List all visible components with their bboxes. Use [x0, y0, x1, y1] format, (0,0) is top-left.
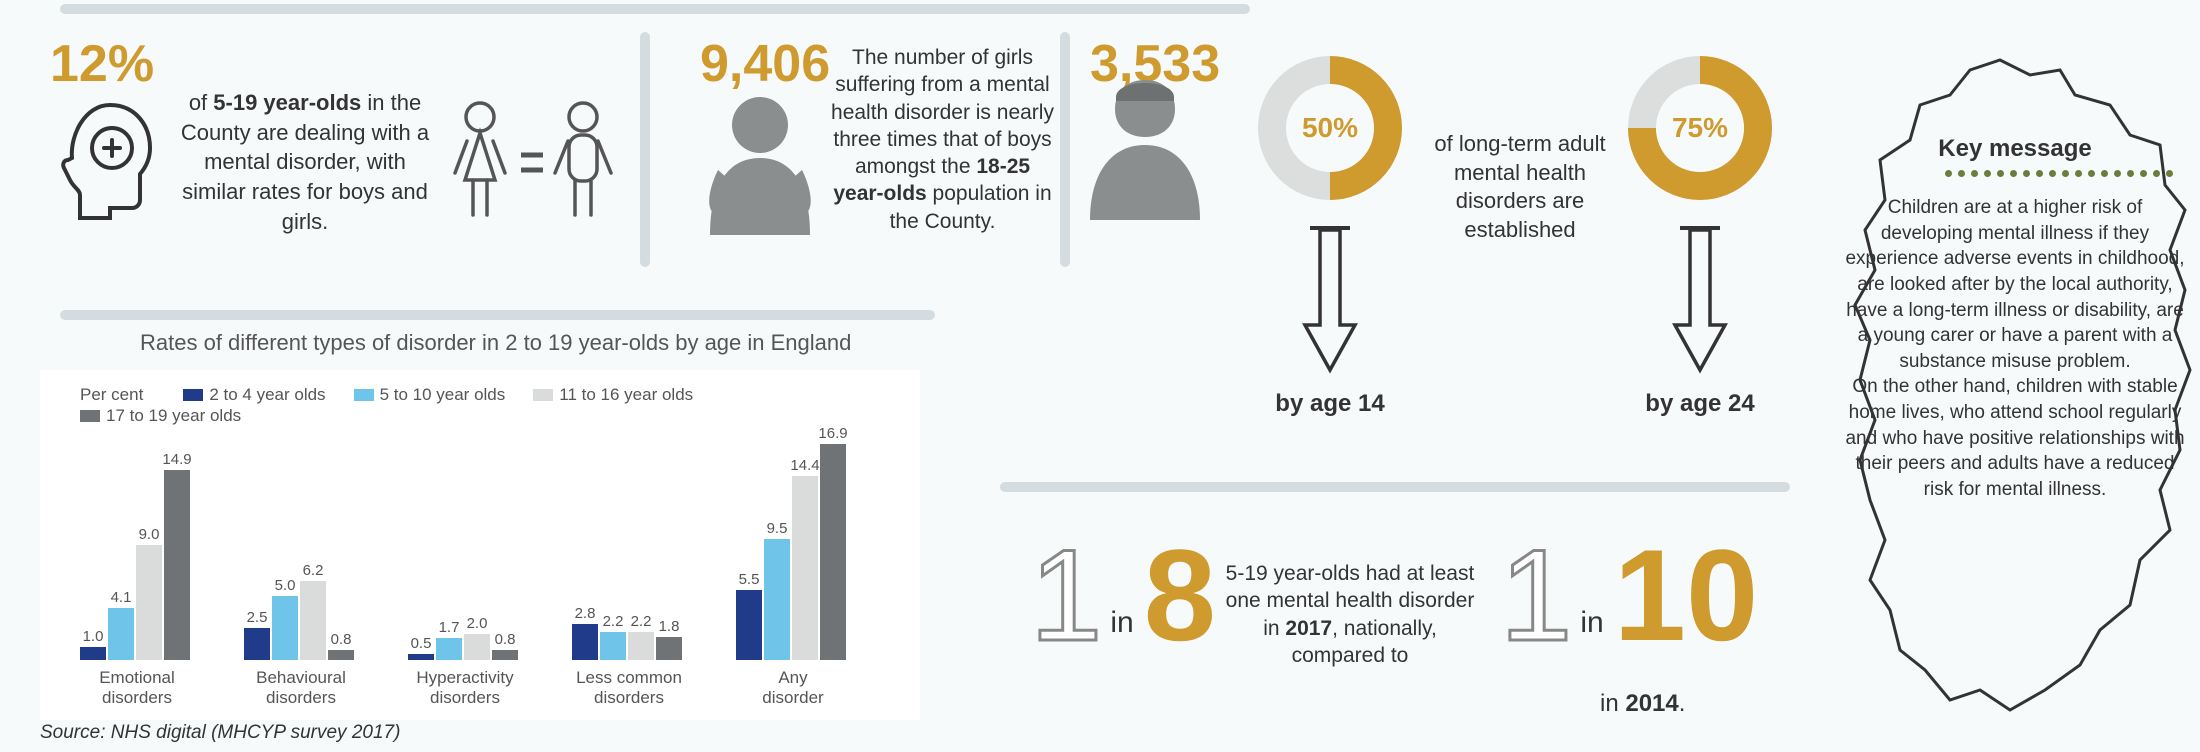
key-message-title: Key message — [1830, 135, 2200, 163]
stat1-value: 12% — [50, 34, 154, 94]
chart-bar-value: 5.5 — [733, 571, 765, 588]
chart-bar — [600, 632, 626, 660]
chart-bar — [820, 444, 846, 660]
ratio-mid-text: 5-19 year-olds had at least one mental h… — [1220, 560, 1480, 669]
dots-divider — [1945, 170, 2173, 177]
legend-item: 2 to 4 year olds — [183, 385, 325, 405]
chart-category-label: Anydisorder — [718, 668, 868, 707]
byage-24: by age 24 — [1620, 390, 1780, 418]
stat1-text: of 5-19 year-olds in the County are deal… — [180, 88, 430, 236]
girl-icon — [700, 90, 820, 240]
head-mental-icon — [50, 100, 160, 220]
chart-bar — [272, 596, 298, 660]
chart-bar — [300, 581, 326, 660]
chart-bar — [764, 539, 790, 660]
chart-bar — [572, 624, 598, 660]
stat2-value: 9,406 — [700, 34, 830, 94]
chart-bar — [408, 654, 434, 660]
chart-legend: Per cent 2 to 4 year olds 5 to 10 year ol… — [80, 385, 900, 427]
chart-bar — [792, 476, 818, 660]
divider-top — [60, 4, 1250, 14]
chart-bar — [656, 637, 682, 660]
chart-ylabel: Per cent — [80, 385, 143, 405]
chart-bar-value: 0.5 — [405, 635, 437, 652]
chart-bar — [736, 590, 762, 660]
divider-vert-2 — [1060, 32, 1070, 267]
chart-bar — [492, 650, 518, 660]
chart-category-label: Hyperactivitydisorders — [390, 668, 540, 707]
chart-bar-value: 6.2 — [297, 562, 329, 579]
donut-50-label: 50% — [1298, 112, 1362, 144]
chart-bar-value: 0.8 — [325, 631, 357, 648]
chart-category-label: Less commondisorders — [554, 668, 704, 707]
chart-bar-value: 16.9 — [817, 425, 849, 442]
chart-source: Source: NHS digital (MHCYP survey 2017) — [40, 722, 400, 744]
arrow-down-2 — [1670, 225, 1730, 375]
chart-bar-value: 9.0 — [133, 526, 165, 543]
legend-item: 11 to 16 year olds — [533, 385, 693, 405]
key-message-panel: Key message Children are at a higher ris… — [1830, 50, 2200, 730]
chart-bar-value: 1.8 — [653, 618, 685, 635]
chart-category-label: Behaviouraldisorders — [226, 668, 376, 707]
chart-bar — [628, 632, 654, 660]
chart-bar — [328, 650, 354, 660]
chart-bar-value: 9.5 — [761, 520, 793, 537]
chart-box: Per cent 2 to 4 year olds 5 to 10 year ol… — [40, 370, 920, 720]
chart-bar-value: 5.0 — [269, 577, 301, 594]
chart-bar — [164, 470, 190, 660]
chart-bar — [244, 628, 270, 660]
chart-bar — [464, 634, 490, 660]
chart-bar — [136, 545, 162, 660]
donut-75-label: 75% — [1668, 112, 1732, 144]
chart-bar-value: 1.0 — [77, 628, 109, 645]
boy-icon — [1080, 75, 1210, 225]
divider-vert-1 — [640, 32, 650, 267]
chart-bar — [108, 608, 134, 660]
arrow-down-1 — [1300, 225, 1360, 375]
chart-category-label: Emotionaldisorders — [62, 668, 212, 707]
legend-item: 5 to 10 year olds — [354, 385, 506, 405]
chart-bar — [436, 638, 462, 660]
legend-item: 17 to 19 year olds — [80, 406, 241, 426]
chart-title: Rates of different types of disorder in … — [140, 330, 851, 356]
ratio-2014: in 2014. — [1600, 690, 1685, 718]
divider-ratio — [1000, 482, 1790, 492]
ratio-1in10: 1 in 10 — [1500, 530, 1758, 660]
chart-bar-value: 2.5 — [241, 609, 273, 626]
chart-bar — [80, 647, 106, 660]
ratio-1in8: 1 in 8 — [1030, 530, 1216, 660]
chart-bar-value: 14.9 — [161, 451, 193, 468]
chart-plot: 1.04.19.014.92.55.06.20.80.51.72.00.82.8… — [80, 430, 900, 660]
boy-girl-equal-icon — [445, 95, 620, 245]
stat2-text: The number of girls suffering from a men… — [830, 44, 1055, 235]
donut-caption: of long-term adult mental health disorde… — [1420, 130, 1620, 244]
divider-mid — [60, 310, 935, 320]
chart-bar-value: 0.8 — [489, 631, 521, 648]
chart-bar-value: 4.1 — [105, 589, 137, 606]
byage-14: by age 14 — [1250, 390, 1410, 418]
key-message-body: Children are at a higher risk of develop… — [1845, 195, 2185, 503]
chart-bar-value: 14.4 — [789, 457, 821, 474]
